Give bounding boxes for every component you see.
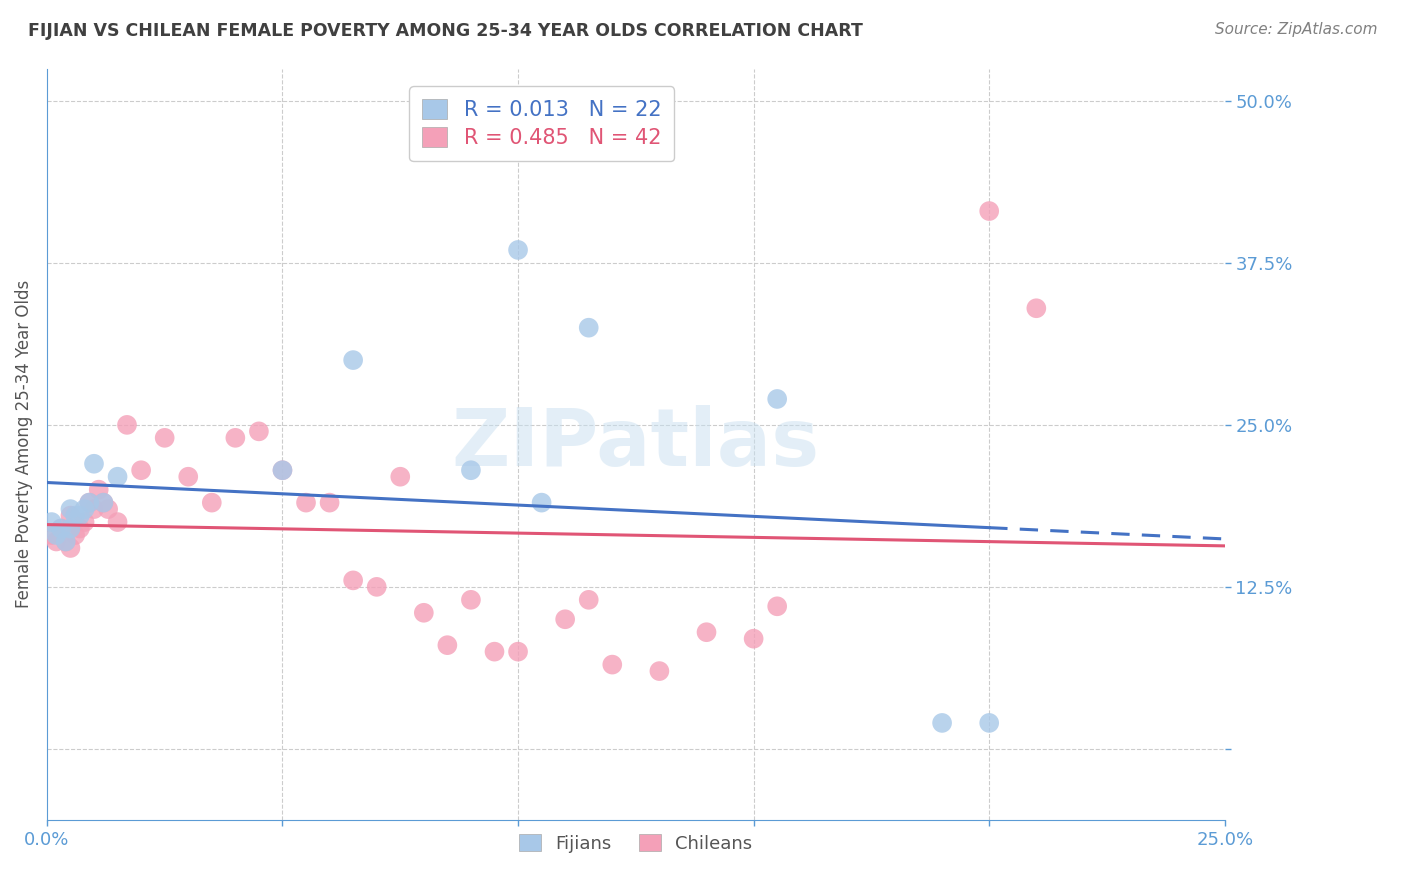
Point (79, 495, 101, 509)
Point (129, 463, 152, 477)
Point (49, 522, 72, 536)
Point (530, 495, 553, 509)
Point (69, 508, 91, 523)
Point (342, 353, 364, 368)
Point (177, 469, 200, 483)
Point (318, 495, 340, 509)
Point (153, 431, 176, 445)
Point (107, 469, 129, 483)
Point (742, 632, 765, 646)
Point (506, 243, 529, 257)
Point (87, 483, 110, 497)
Point (79, 495, 101, 509)
Point (766, 392, 789, 406)
Point (506, 645, 529, 659)
Point (93, 495, 115, 509)
Legend: Fijians, Chileans: Fijians, Chileans (509, 823, 763, 863)
Point (201, 495, 224, 509)
Point (600, 657, 623, 672)
Point (97, 502, 120, 516)
Point (766, 599, 789, 614)
Point (460, 592, 482, 607)
Point (1025, 301, 1047, 316)
Point (295, 495, 318, 509)
Point (224, 431, 246, 445)
Text: Source: ZipAtlas.com: Source: ZipAtlas.com (1215, 22, 1378, 37)
Point (931, 715, 953, 730)
Point (83, 502, 105, 516)
Point (49, 522, 72, 536)
Text: FIJIAN VS CHILEAN FEMALE POVERTY AMONG 25-34 YEAR OLDS CORRELATION CHART: FIJIAN VS CHILEAN FEMALE POVERTY AMONG 2… (28, 22, 863, 40)
Point (93, 495, 115, 509)
Point (59, 508, 82, 523)
Point (41, 515, 63, 529)
Point (436, 638, 458, 652)
Point (695, 625, 717, 640)
Point (342, 574, 364, 588)
Text: ZIPatlas: ZIPatlas (451, 405, 820, 483)
Point (73, 502, 96, 516)
Point (73, 515, 96, 529)
Point (45, 528, 67, 542)
Point (366, 580, 388, 594)
Point (979, 715, 1001, 730)
Point (59, 522, 82, 536)
Y-axis label: Female Poverty Among 25-34 Year Olds: Female Poverty Among 25-34 Year Olds (15, 280, 32, 608)
Point (460, 463, 482, 477)
Point (271, 463, 294, 477)
Point (69, 522, 91, 536)
Point (45, 534, 67, 549)
Point (115, 417, 138, 432)
Point (389, 469, 412, 483)
Point (412, 606, 434, 620)
Point (59, 502, 82, 516)
Point (484, 645, 506, 659)
Point (55, 534, 77, 549)
Point (648, 664, 671, 678)
Point (59, 541, 82, 555)
Point (271, 463, 294, 477)
Point (554, 612, 576, 626)
Point (979, 204, 1001, 219)
Point (63, 528, 86, 542)
Point (247, 425, 270, 439)
Point (83, 457, 105, 471)
Point (578, 592, 600, 607)
Point (63, 508, 86, 523)
Point (578, 320, 600, 334)
Point (41, 528, 63, 542)
Point (107, 515, 129, 529)
Point (55, 534, 77, 549)
